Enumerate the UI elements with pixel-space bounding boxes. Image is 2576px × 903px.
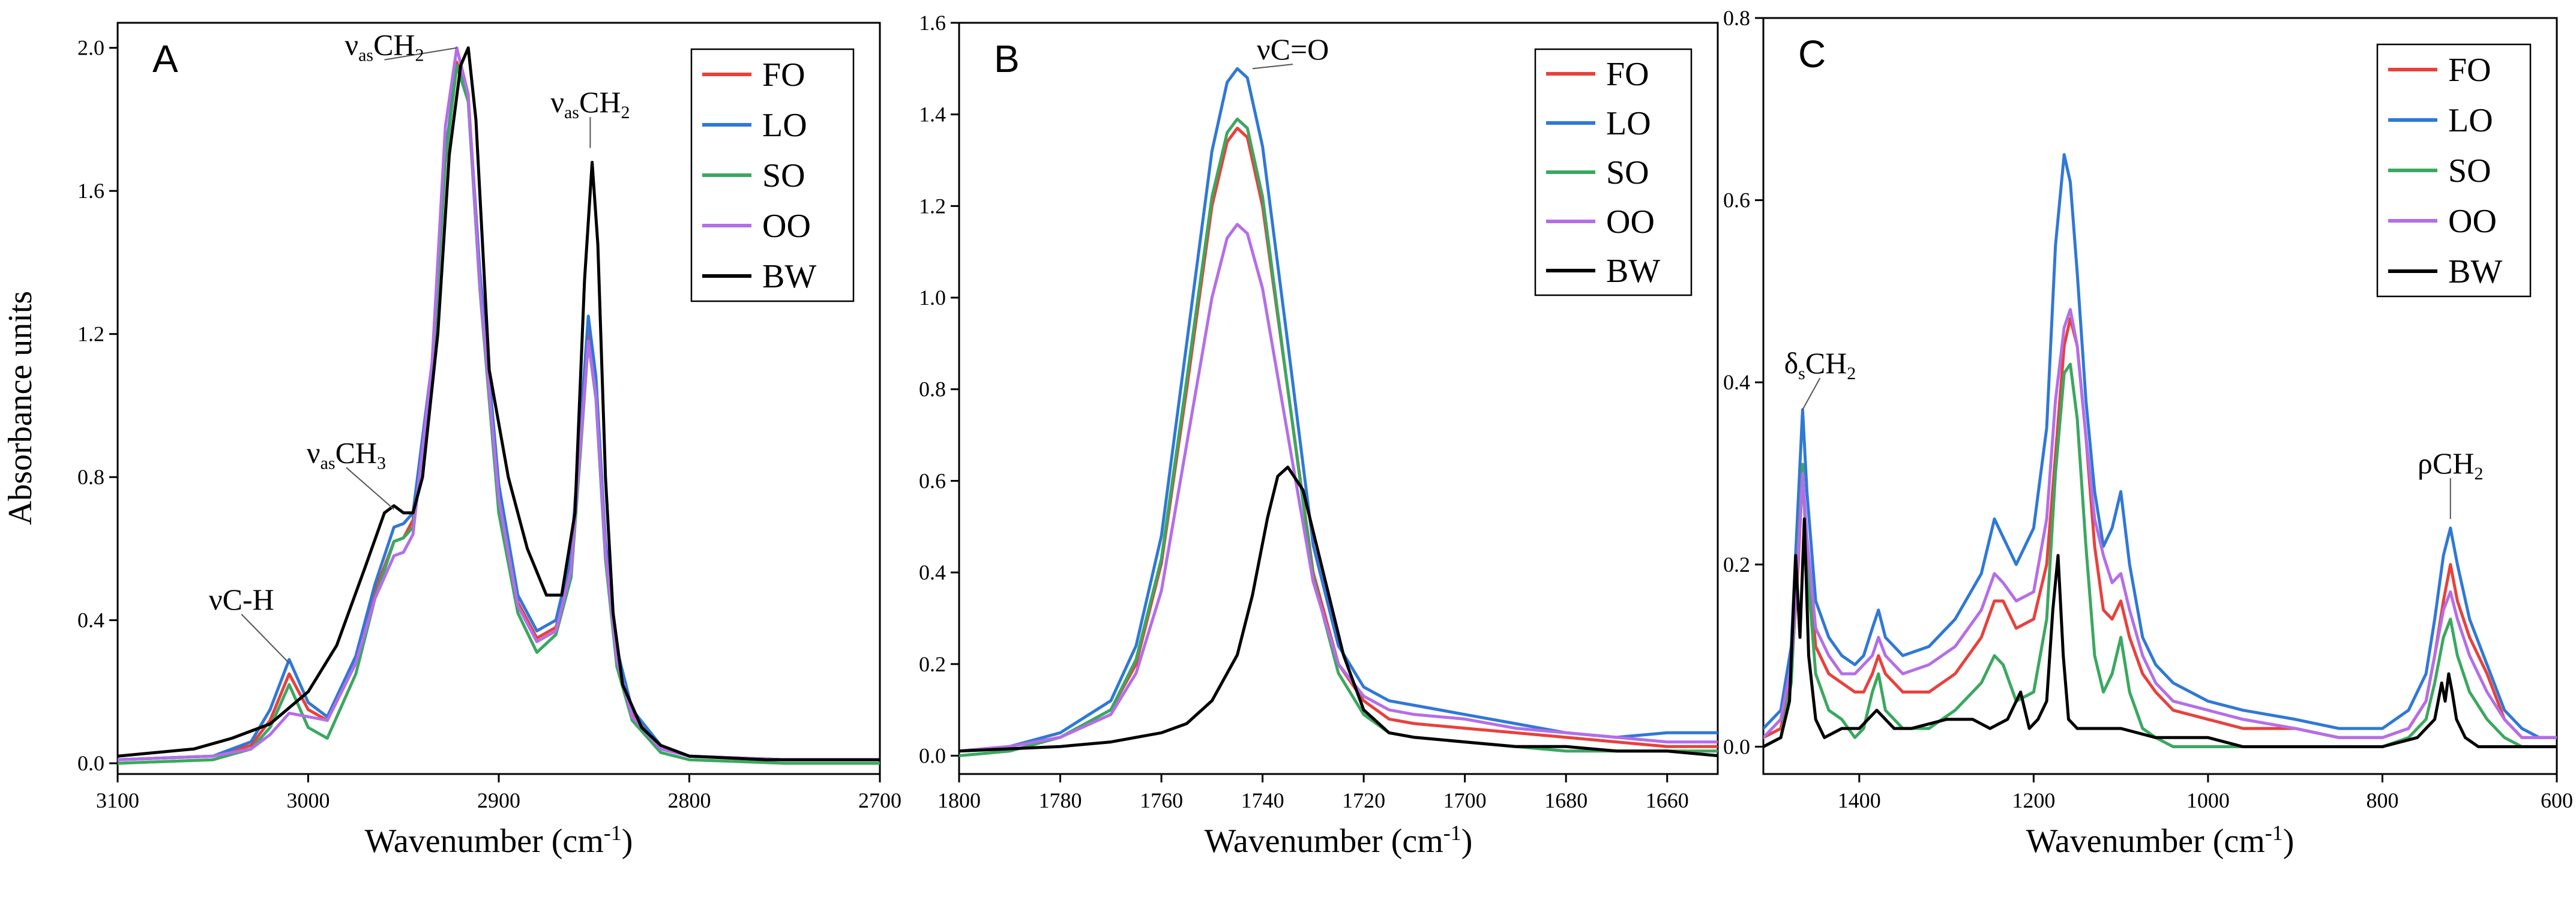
y-axis-title: Absorbance units [2, 291, 39, 525]
legend-label-bw: BW [762, 258, 816, 295]
series-line-lo [1763, 153, 2557, 739]
legend-label-lo: LO [762, 107, 807, 144]
y-tick-label: 0.6 [919, 469, 946, 493]
x-tick-label: 2900 [477, 788, 520, 812]
x-tick-label: 1000 [2186, 788, 2230, 812]
series-line-lo [959, 67, 1718, 753]
series-group [1763, 153, 2557, 748]
annotation-label: νasCH3 [307, 436, 386, 473]
panel-letter: A [152, 37, 178, 80]
series-line-oo [1763, 308, 2557, 739]
y-tick-label: 0.0 [77, 751, 104, 775]
x-tick-label: 3000 [287, 788, 330, 812]
series-line-so [1763, 362, 2557, 748]
x-tick-label: 1760 [1140, 788, 1183, 812]
series-line-bw [959, 466, 1718, 757]
series-line-oo [959, 223, 1718, 753]
legend-label-fo: FO [762, 56, 805, 94]
x-tick-label: 3100 [96, 788, 139, 812]
y-tick-label: 0.0 [1723, 734, 1750, 758]
y-tick-label: 0.2 [1723, 553, 1750, 577]
x-tick-label: 1800 [937, 788, 981, 812]
panel-c: 1400 1200 1000 800 600 0.0 0.2 0.4 0.6 0.8 Wavenum… [1723, 6, 2573, 860]
y-tick-label: 0.0 [919, 743, 946, 767]
y-tick-label: 1.6 [919, 11, 946, 35]
annotation-leader [241, 614, 290, 664]
annotation-label: νC=O [1257, 32, 1329, 66]
x-tick-label: 1660 [1646, 788, 1689, 812]
y-tick-label: 0.8 [919, 377, 946, 401]
annotation-label: νC-H [209, 583, 274, 616]
panel-a: 3100 3000 2900 2800 2700 0.0 0.4 0.8 1.2 1.6 2.0 Wa… [77, 22, 901, 860]
x-tick-label: 1720 [1342, 788, 1385, 812]
x-tick-label: 2800 [668, 788, 711, 812]
y-tick-label: 0.4 [77, 608, 104, 632]
annotation-label: ρCH2 [2418, 446, 2483, 484]
annotation-leader [346, 467, 395, 510]
plot-frame [958, 22, 1719, 775]
x-tick-label: 1780 [1039, 788, 1082, 812]
x-axis-title: Wavenumber (cm-1) [365, 821, 633, 860]
annotation-label: νasCH2 [345, 28, 424, 65]
y-tick-label: 0.6 [1723, 188, 1750, 212]
legend-label-so: SO [1606, 154, 1649, 191]
y-tick-label: 0.2 [919, 652, 946, 676]
legend-label-lo: LO [1606, 105, 1651, 142]
legend-label-lo: LO [2448, 102, 2493, 139]
y-tick-label: 1.4 [919, 103, 946, 127]
legend: FO LO SO OO BW [690, 48, 855, 302]
plot-frame [1762, 17, 2558, 775]
legend: FO LO SO OO BW [2376, 43, 2532, 298]
series-line-bw [1763, 517, 2557, 748]
x-axis-title: Wavenumber (cm-1) [2026, 821, 2295, 860]
legend-label-oo: OO [762, 208, 811, 245]
legend-label-bw: BW [2448, 253, 2502, 290]
annotation-label: δsCH2 [1784, 346, 1856, 383]
annotation-leader [1802, 377, 1821, 410]
x-tick-label: 1740 [1241, 788, 1284, 812]
y-tick-label: 1.6 [77, 179, 104, 203]
y-tick-label: 0.8 [77, 465, 104, 489]
y-tick-label: 1.0 [919, 286, 946, 310]
series-line-bw [118, 46, 880, 761]
y-tick-label: 1.2 [77, 322, 104, 346]
legend-label-oo: OO [2448, 203, 2497, 240]
panel-letter: C [1798, 32, 1826, 76]
legend-label-oo: OO [1606, 203, 1655, 241]
y-tick-label: 0.8 [1723, 6, 1750, 30]
legend-label-fo: FO [1606, 56, 1649, 93]
y-tick-label: 0.4 [919, 560, 946, 584]
x-tick-label: 2700 [858, 788, 901, 812]
legend: FO LO SO OO BW [1534, 48, 1693, 296]
series-line-oo [118, 46, 880, 761]
panel-b: 1800 1780 1760 1740 1720 1700 1680 1660 0.0 0.2 0.… [919, 11, 1719, 860]
x-tick-label: 1700 [1443, 788, 1487, 812]
legend-label-so: SO [2448, 152, 2491, 190]
legend-label-fo: FO [2448, 52, 2491, 89]
panel-letter: B [994, 37, 1020, 80]
x-tick-label: 1400 [1838, 788, 1881, 812]
x-tick-label: 1200 [2012, 788, 2055, 812]
x-tick-label: 600 [2541, 788, 2573, 812]
annotation-leader [1252, 64, 1293, 70]
x-tick-label: 800 [2366, 788, 2398, 812]
annotation-label: νasCH2 [550, 85, 630, 122]
y-tick-label: 0.4 [1723, 370, 1750, 394]
annotation-leader [384, 47, 457, 61]
legend-label-so: SO [762, 157, 805, 194]
y-tick-label: 2.0 [77, 36, 104, 60]
y-tick-label: 1.2 [919, 194, 946, 218]
series-group [959, 67, 1718, 757]
x-axis-title: Wavenumber (cm-1) [1205, 821, 1473, 860]
x-tick-label: 1680 [1544, 788, 1587, 812]
series-group [118, 46, 880, 765]
legend-label-bw: BW [1606, 253, 1660, 290]
